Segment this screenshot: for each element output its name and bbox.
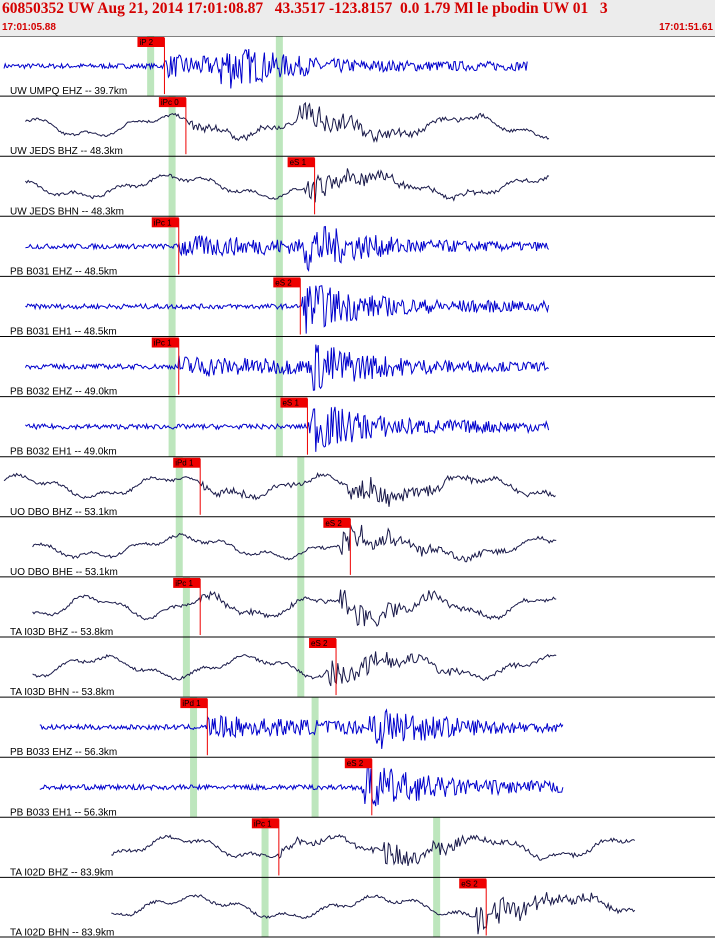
trace-label: PB B032 EH1 -- 49.0km <box>10 447 117 458</box>
trace-label: UO DBO BHE -- 53.1km <box>10 567 118 578</box>
pick-flag[interactable] <box>323 517 351 528</box>
waveform-trace <box>39 761 564 807</box>
pick-label: iPc 1 <box>254 819 272 828</box>
trace-label: PB B031 EH1 -- 48.5km <box>10 327 117 338</box>
pick-label: eS 2 <box>347 759 364 768</box>
waveform-trace <box>32 589 557 627</box>
waveform-trace <box>3 472 556 507</box>
waveform-trace <box>25 168 550 203</box>
time-window-marker <box>297 637 305 698</box>
pick-flag[interactable] <box>151 337 179 348</box>
time-window-marker <box>275 336 283 397</box>
time-window-marker <box>261 817 269 878</box>
time-window-marker <box>275 216 283 277</box>
time-window-marker <box>175 516 183 577</box>
pick-label: iPc 0 <box>161 98 179 107</box>
waveform-trace <box>3 48 528 89</box>
pick-label: eS 2 <box>275 278 292 287</box>
time-start-label: 17:01:05.88 <box>2 22 56 33</box>
pick-flag[interactable] <box>280 397 308 408</box>
pick-flag[interactable] <box>287 157 315 168</box>
waveform-trace <box>25 101 550 144</box>
waveform-trace <box>39 708 564 749</box>
time-window-marker <box>168 156 176 217</box>
trace-label: PB B032 EHZ -- 49.0km <box>10 387 117 398</box>
trace-label: UW UMPQ EHZ -- 39.7km <box>10 86 127 97</box>
time-window-marker <box>261 877 269 938</box>
waveform-trace <box>111 834 636 867</box>
trace-label: TA I03D BHN -- 53.8km <box>10 687 114 698</box>
time-window-marker <box>433 877 441 938</box>
trace-label: TA I02D BHZ -- 83.9km <box>10 867 113 878</box>
trace-label: UW JEDS BHN -- 48.3km <box>10 206 124 217</box>
waveform-trace <box>24 344 549 391</box>
pick-flag[interactable] <box>180 698 208 709</box>
trace-label: TA I02D BHN -- 83.9km <box>10 928 114 938</box>
pick-label: eS 2 <box>311 639 328 648</box>
time-window-marker <box>168 396 176 457</box>
pick-label: iPd 1 <box>182 699 201 708</box>
time-window-marker <box>190 697 198 758</box>
waveform-trace <box>32 651 557 687</box>
pick-label: iPc 1 <box>154 339 172 348</box>
trace-label: PB B033 EHZ -- 56.3km <box>10 747 117 758</box>
pick-flag[interactable] <box>137 37 165 47</box>
time-window-marker <box>175 456 183 517</box>
waveform-trace <box>25 225 549 272</box>
waveform-trace <box>32 524 557 563</box>
pick-label: eS 1 <box>290 158 307 167</box>
pick-flag[interactable] <box>251 818 279 829</box>
time-window-marker <box>311 757 319 818</box>
time-window-marker <box>275 36 283 97</box>
time-window-marker <box>297 516 305 577</box>
pick-flag[interactable] <box>173 577 201 588</box>
pick-label: eS 2 <box>325 519 342 528</box>
pick-label: eS 2 <box>461 879 478 888</box>
waveform-trace <box>25 285 550 334</box>
time-window-marker <box>297 456 305 517</box>
time-window-marker <box>297 576 305 637</box>
pick-label: iP 2 <box>139 38 153 47</box>
pick-flag[interactable] <box>344 758 372 769</box>
time-window-marker <box>168 96 176 157</box>
time-end-label: 17:01:51.61 <box>659 22 713 33</box>
time-window-marker <box>275 156 283 217</box>
event-title: 60850352 UW Aug 21, 2014 17:01:08.87 43.… <box>2 0 608 17</box>
pick-flag[interactable] <box>173 457 201 468</box>
trace-label: PB B033 EH1 -- 56.3km <box>10 807 117 818</box>
time-window-marker <box>182 637 190 698</box>
pick-label: iPd 1 <box>175 459 194 468</box>
waveform-trace <box>111 892 636 935</box>
time-window-marker <box>311 697 319 758</box>
pick-flag[interactable] <box>309 638 337 648</box>
pick-label: iPc 1 <box>175 579 193 588</box>
pick-flag[interactable] <box>151 217 179 228</box>
waveform-trace <box>25 406 550 452</box>
time-window-marker <box>182 576 190 637</box>
pick-label: eS 1 <box>282 399 299 408</box>
trace-label: TA I03D BHZ -- 53.8km <box>10 627 113 638</box>
header-bar: 60850352 UW Aug 21, 2014 17:01:08.87 43.… <box>0 0 715 36</box>
trace-label: PB B031 EHZ -- 48.5km <box>10 266 117 277</box>
pick-label: iPc 1 <box>154 218 172 227</box>
pick-flag[interactable] <box>459 878 487 889</box>
seismogram-plot[interactable]: iP 2 iPc 0 eS 1 iPc 1 eS 2 iPc 1 eS 1 iPd 1 eS 2… <box>0 36 715 938</box>
pick-flag[interactable] <box>273 277 301 288</box>
trace-label: UO DBO BHZ -- 53.1km <box>10 507 117 518</box>
trace-label: UW JEDS BHZ -- 48.3km <box>10 146 123 157</box>
pick-flag[interactable] <box>158 97 186 108</box>
